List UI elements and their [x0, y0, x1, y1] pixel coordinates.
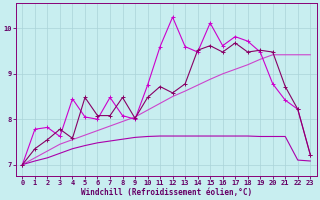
X-axis label: Windchill (Refroidissement éolien,°C): Windchill (Refroidissement éolien,°C) — [81, 188, 252, 197]
